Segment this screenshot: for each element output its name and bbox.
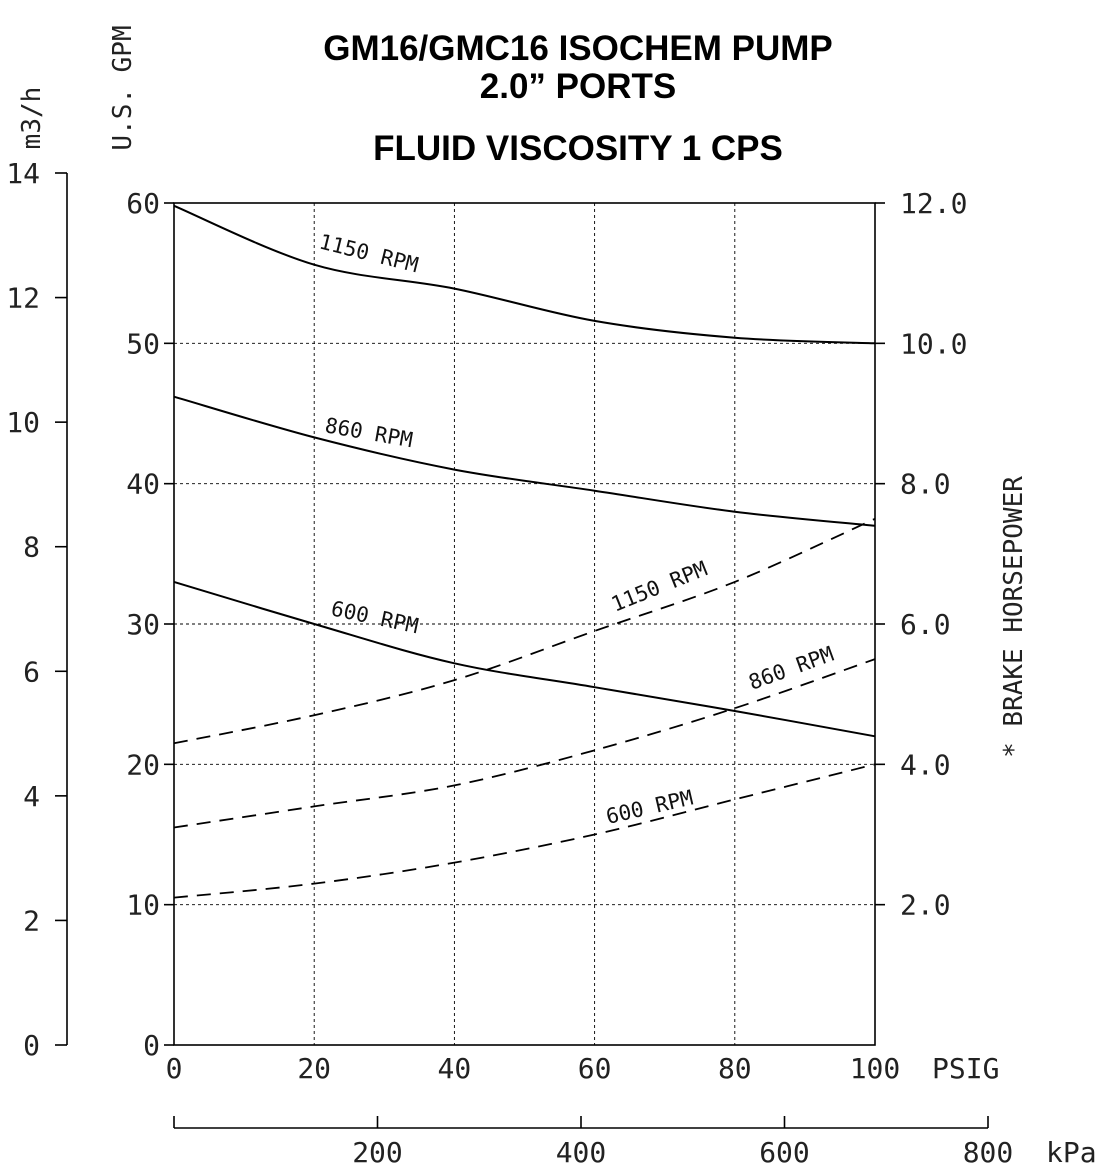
psig-tick-label: 60: [578, 1052, 612, 1085]
kpa-unit-label: kPa: [1046, 1136, 1097, 1168]
gpm-tick-label: 20: [126, 748, 160, 781]
hp-tick-label: 12.0: [900, 187, 967, 220]
psig-tick-label: 0: [166, 1052, 183, 1085]
m3h-tick-label: 0: [23, 1029, 40, 1062]
m3h-tick-label: 14: [6, 157, 40, 190]
m3h-unit-label: m3/h: [17, 87, 47, 150]
gpm-tick-label: 60: [126, 187, 160, 220]
gpm-tick-label: 50: [126, 327, 160, 360]
m3h-tick-label: 8: [23, 531, 40, 564]
chart-title-line-1: GM16/GMC16 ISOCHEM PUMP: [323, 29, 833, 68]
hp-tick-label: 8.0: [900, 468, 951, 501]
gpm-tick-label: 0: [143, 1029, 160, 1062]
psig-tick-label: 20: [297, 1052, 331, 1085]
m3h-tick-label: 2: [23, 904, 40, 937]
hp-tick-label: 10.0: [900, 327, 967, 360]
performance-curves: [173, 204, 876, 899]
psig-tick-label: 100: [850, 1052, 901, 1085]
chart-title-line-2: 2.0” PORTS: [480, 67, 676, 106]
hp-curve-label: 600 RPM: [604, 786, 696, 829]
tick-labels: 0 10 20 30 40 50 60 2.0 4.0 6.0 8.0 10.0 12.0 0 2 4 6 8 10…: [6, 157, 1013, 1168]
psig-tick-label: 40: [438, 1052, 472, 1085]
hp-curve-label: 1150 RPM: [608, 556, 711, 616]
kpa-tick-label: 400: [556, 1136, 607, 1168]
m3h-tick-label: 12: [6, 282, 40, 315]
hp-tick-label: 4.0: [900, 748, 951, 781]
axis-unit-labels: PSIG kPa U.S. GPM m3/h * BRAKE HORSEPOWER: [17, 25, 1097, 1168]
flow-curve-860-rpm: [173, 395, 876, 527]
flow-curve-label: 860 RPM: [323, 413, 414, 452]
hp-unit-label: * BRAKE HORSEPOWER: [999, 476, 1029, 758]
flow-curve-600-rpm: [173, 580, 876, 738]
hp-tick-label: 6.0: [900, 608, 951, 641]
kpa-tick-label: 200: [352, 1136, 403, 1168]
psig-tick-label: 80: [718, 1052, 752, 1085]
psig-unit-label: PSIG: [932, 1052, 999, 1085]
gpm-unit-label: U.S. GPM: [108, 25, 138, 150]
gpm-tick-label: 30: [126, 608, 160, 641]
kpa-tick-label: 600: [759, 1136, 810, 1168]
hp-curve-600-rpm: [173, 763, 876, 899]
gpm-tick-label: 40: [126, 468, 160, 501]
axes: [55, 172, 989, 1129]
hp-curve-1150-rpm: [173, 517, 876, 745]
hp-tick-label: 2.0: [900, 889, 951, 922]
chart-title-line-3: FLUID VISCOSITY 1 CPS: [373, 129, 783, 168]
gpm-tick-label: 10: [126, 889, 160, 922]
m3h-tick-label: 6: [23, 655, 40, 688]
hp-curve-label: 860 RPM: [746, 642, 837, 695]
grid-lines: [174, 203, 875, 1045]
kpa-tick-label: 800: [963, 1136, 1014, 1168]
m3h-tick-label: 10: [6, 406, 40, 439]
m3h-tick-label: 4: [23, 780, 40, 813]
flow-curve-1150-rpm: [173, 204, 876, 345]
